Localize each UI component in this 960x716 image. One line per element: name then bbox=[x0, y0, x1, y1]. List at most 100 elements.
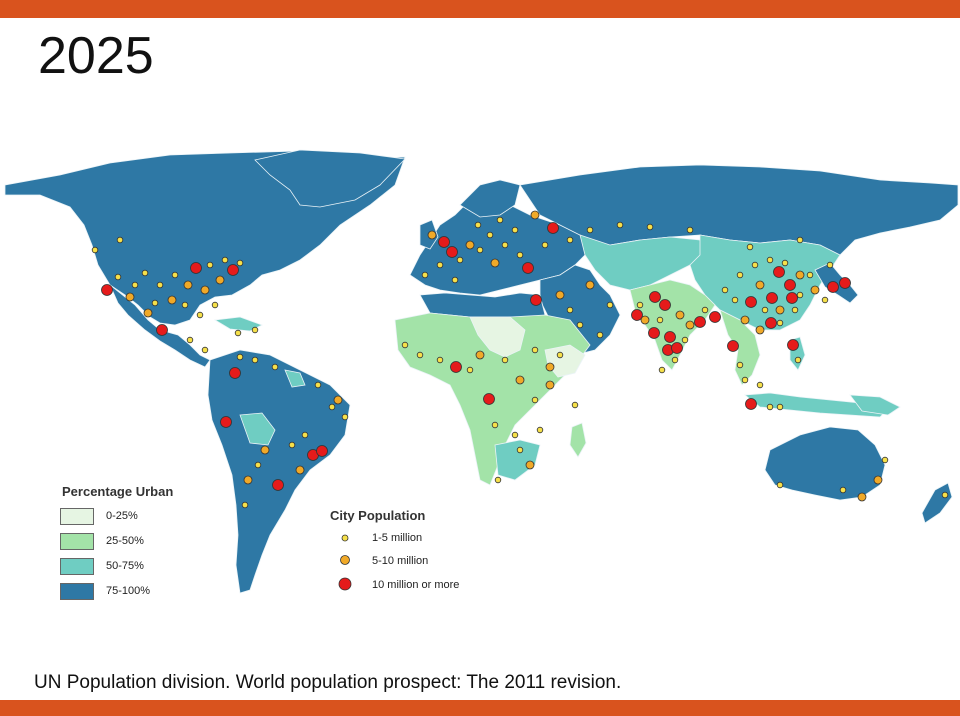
south-america bbox=[207, 349, 351, 594]
city-marker-large bbox=[766, 292, 778, 304]
city-marker-medium bbox=[740, 315, 750, 325]
city-marker-small bbox=[251, 326, 259, 334]
city-marker-medium bbox=[125, 292, 135, 302]
city-marker-small bbox=[796, 236, 804, 244]
city-marker-large bbox=[450, 361, 462, 373]
city-marker-small bbox=[781, 259, 789, 267]
legend-label-city-large: 10 million or more bbox=[372, 579, 460, 591]
city-marker-small bbox=[236, 259, 244, 267]
city-marker-medium bbox=[295, 465, 305, 475]
city-marker-small bbox=[761, 306, 769, 314]
city-marker-small bbox=[241, 501, 249, 509]
city-marker-medium bbox=[333, 395, 343, 405]
region-africa-south bbox=[494, 439, 541, 481]
city-marker-small bbox=[776, 403, 784, 411]
city-marker-medium bbox=[260, 445, 270, 455]
world-map bbox=[0, 145, 960, 605]
city-marker-small bbox=[941, 491, 949, 499]
legend-city-small-icon bbox=[341, 534, 349, 542]
city-marker-small bbox=[571, 401, 579, 409]
city-marker-medium bbox=[490, 258, 500, 268]
region-australia bbox=[764, 426, 886, 501]
city-marker-small bbox=[451, 276, 459, 284]
city-marker-small bbox=[606, 301, 614, 309]
city-marker-small bbox=[401, 341, 409, 349]
city-marker-small bbox=[328, 403, 336, 411]
region-new-zealand bbox=[921, 482, 953, 524]
legend-label-city-medium: 5-10 million bbox=[372, 555, 429, 567]
city-marker-medium bbox=[200, 285, 210, 295]
city-marker-medium bbox=[427, 230, 437, 240]
city-marker-large bbox=[220, 416, 232, 428]
city-marker-medium bbox=[167, 295, 177, 305]
city-marker-small bbox=[576, 321, 584, 329]
city-marker-small bbox=[341, 413, 349, 421]
city-marker-small bbox=[196, 311, 204, 319]
city-marker-small bbox=[556, 351, 564, 359]
city-marker-small bbox=[776, 481, 784, 489]
city-marker-small bbox=[236, 353, 244, 361]
city-marker-large bbox=[316, 445, 328, 457]
city-marker-small bbox=[736, 361, 744, 369]
city-marker-small bbox=[541, 241, 549, 249]
city-marker-small bbox=[206, 261, 214, 269]
city-marker-large bbox=[659, 299, 671, 311]
city-marker-medium bbox=[545, 362, 555, 372]
city-marker-small bbox=[839, 486, 847, 494]
city-marker-small bbox=[201, 346, 209, 354]
city-marker-large bbox=[649, 291, 661, 303]
bottom-accent-bar bbox=[0, 700, 960, 716]
city-marker-small bbox=[141, 269, 149, 277]
legend-swatch-25-50 bbox=[60, 533, 94, 550]
city-marker-large bbox=[787, 339, 799, 351]
city-marker-small bbox=[794, 356, 802, 364]
legend-swatch-75-100 bbox=[60, 583, 94, 600]
city-marker-large bbox=[631, 309, 643, 321]
city-marker-large bbox=[784, 279, 796, 291]
city-marker-small bbox=[701, 306, 709, 314]
city-marker-small bbox=[566, 236, 574, 244]
city-marker-small bbox=[301, 431, 309, 439]
city-marker-medium bbox=[685, 320, 695, 330]
city-marker-large bbox=[709, 311, 721, 323]
slide-title: 2025 bbox=[38, 27, 154, 85]
city-marker-small bbox=[494, 476, 502, 484]
city-marker-large bbox=[530, 294, 542, 306]
city-marker-large bbox=[522, 262, 534, 274]
city-marker-small bbox=[531, 396, 539, 404]
city-marker-small bbox=[686, 226, 694, 234]
city-marker-large bbox=[156, 324, 168, 336]
city-marker-large bbox=[773, 266, 785, 278]
region-africa-rural bbox=[469, 316, 526, 358]
legend-label-75-100: 75-100% bbox=[106, 585, 151, 597]
city-marker-small bbox=[746, 243, 754, 251]
region-sa-green2 bbox=[284, 369, 306, 388]
region-mexico-central bbox=[109, 284, 211, 368]
city-marker-small bbox=[776, 319, 784, 327]
city-marker-large bbox=[190, 262, 202, 274]
city-marker-medium bbox=[555, 290, 565, 300]
legend-swatch-0-25 bbox=[60, 508, 94, 525]
city-marker-medium bbox=[810, 285, 820, 295]
city-marker-small bbox=[116, 236, 124, 244]
legend-city-medium-icon bbox=[340, 555, 350, 565]
legend-label-25-50: 25-50% bbox=[106, 535, 144, 547]
city-marker-small bbox=[234, 329, 242, 337]
city-marker-medium bbox=[183, 280, 193, 290]
city-marker-small bbox=[586, 226, 594, 234]
city-marker-small bbox=[616, 221, 624, 229]
city-marker-large bbox=[438, 236, 450, 248]
city-marker-large bbox=[839, 277, 851, 289]
city-marker-small bbox=[288, 441, 296, 449]
legend-urban-title: Percentage Urban bbox=[62, 484, 174, 499]
city-marker-large bbox=[765, 317, 777, 329]
city-marker-medium bbox=[243, 475, 253, 485]
city-marker-medium bbox=[530, 210, 540, 220]
legend-city-large-icon bbox=[338, 577, 352, 591]
city-marker-medium bbox=[515, 375, 525, 385]
city-marker-small bbox=[501, 241, 509, 249]
legend-label-0-25: 0-25% bbox=[106, 510, 138, 522]
city-marker-small bbox=[466, 366, 474, 374]
region-china bbox=[689, 234, 841, 331]
city-marker-small bbox=[826, 261, 834, 269]
